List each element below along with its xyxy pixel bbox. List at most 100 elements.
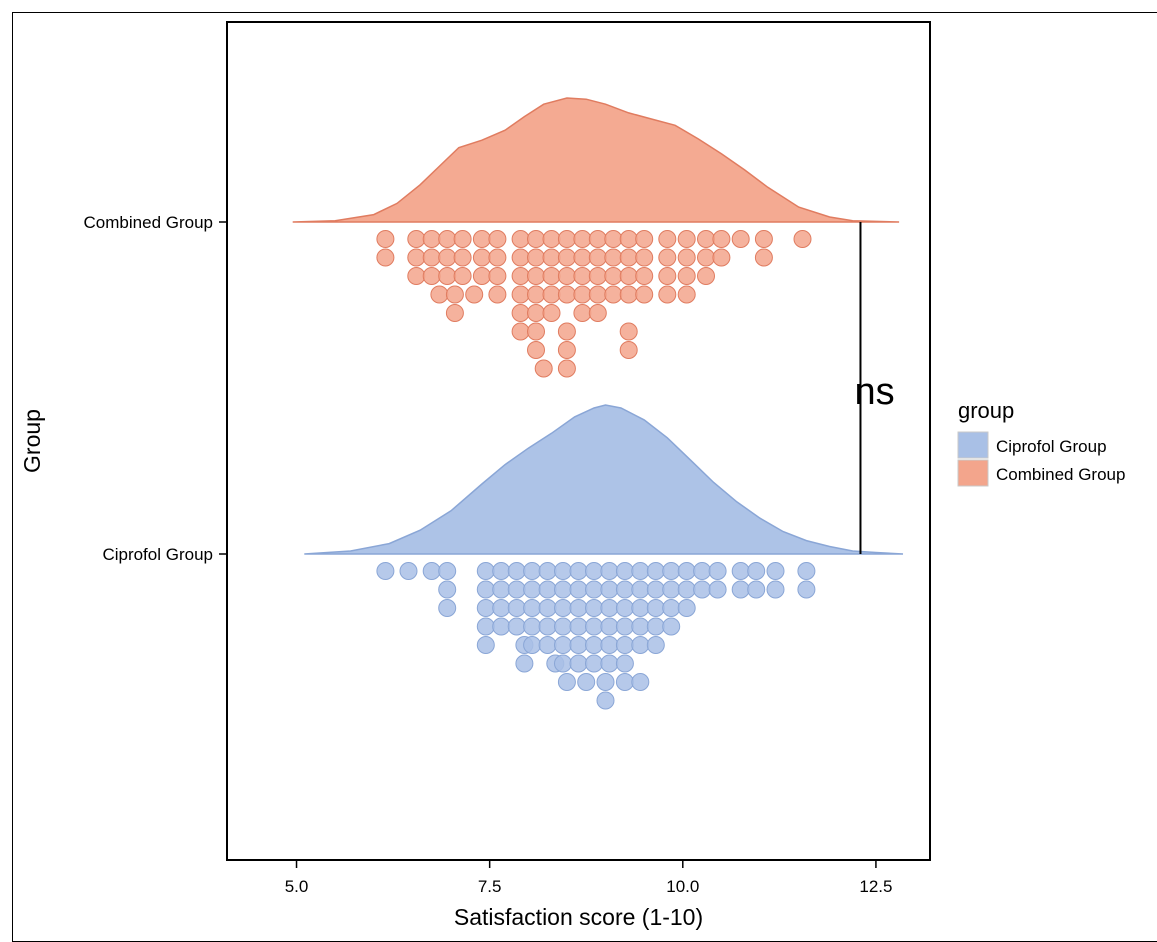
combined-group-dot xyxy=(658,248,677,267)
combined-group-dot xyxy=(453,230,472,248)
y-axis: Combined Group Ciprofol Group xyxy=(84,213,227,564)
combined-group-dot xyxy=(472,267,491,285)
combined-group-dot xyxy=(677,285,696,304)
combined-group-dot xyxy=(635,230,654,248)
ciprofol-group-dot xyxy=(731,562,750,580)
combined-group-dot xyxy=(573,304,592,322)
combined-group-dot xyxy=(697,267,715,285)
ciprofol-group-dot xyxy=(492,599,511,617)
combined-group-dot xyxy=(557,322,576,341)
combined-group-dot xyxy=(438,230,457,248)
ciprofol-group-dot xyxy=(538,636,557,654)
legend-swatch-combined-group xyxy=(957,459,989,487)
legend-title: group xyxy=(958,398,1014,423)
ciprofol-group-dot xyxy=(662,617,681,636)
combined-group-dot xyxy=(407,267,426,285)
combined-group-dot xyxy=(793,230,812,248)
combined-group-dot xyxy=(438,267,457,285)
combined-group-dot xyxy=(445,285,464,304)
combined-group-dot xyxy=(542,248,561,267)
ciprofol-group-dot xyxy=(600,636,619,654)
ciprofol-group-dot xyxy=(523,580,542,599)
ciprofol-group-dot xyxy=(569,580,588,599)
ciprofol-group-dot xyxy=(523,599,542,617)
combined-group-dot xyxy=(658,285,677,304)
ciprofol-group-dot xyxy=(596,691,615,710)
ciprofol-group-dot xyxy=(523,562,542,580)
ciprofol-group-density xyxy=(304,404,904,555)
combined-group-dot xyxy=(573,267,592,285)
ciprofol-group-dot xyxy=(476,599,495,617)
combined-group-dot xyxy=(588,304,607,322)
combined-group-dot xyxy=(573,248,592,267)
ciprofol-group-dot xyxy=(507,599,526,617)
ciprofol-group-dot xyxy=(662,599,681,617)
ciprofol-group-dot xyxy=(615,636,634,654)
combined-group-dot xyxy=(527,304,545,322)
plot-panel xyxy=(226,21,931,861)
combined-group-dot xyxy=(422,248,441,267)
combined-group-dot xyxy=(588,248,607,267)
density-layer xyxy=(292,97,904,555)
combined-group-dot xyxy=(527,267,545,285)
combined-group-dot xyxy=(635,267,654,285)
combined-group-dot xyxy=(376,248,395,267)
ciprofol-group-dot xyxy=(693,580,712,599)
ciprofol-group-dot xyxy=(747,562,766,580)
combined-group-dot xyxy=(697,230,715,248)
combined-group-dot xyxy=(534,359,553,378)
combined-group-dot xyxy=(453,267,472,285)
x-tick-label: 12.5 xyxy=(859,877,892,896)
ciprofol-group-dot xyxy=(677,562,696,580)
ciprofol-group-dot xyxy=(492,617,511,636)
combined-group-dot xyxy=(542,267,561,285)
ciprofol-group-dot xyxy=(677,580,696,599)
ciprofol-group-dot xyxy=(492,562,511,580)
combined-group-dot xyxy=(557,230,576,248)
ciprofol-group-dot xyxy=(585,599,603,617)
x-tick-label: 7.5 xyxy=(478,877,502,896)
ciprofol-group-dot xyxy=(569,599,588,617)
ciprofol-group-dot xyxy=(538,617,557,636)
ciprofol-group-dot xyxy=(600,599,619,617)
ciprofol-group-dot xyxy=(646,599,665,617)
combined-group-dot xyxy=(527,322,545,341)
ciprofol-group-dot xyxy=(600,617,619,636)
ciprofol-group-dot xyxy=(693,562,712,580)
ciprofol-group-dot xyxy=(569,636,588,654)
combined-group-dot xyxy=(542,304,561,322)
ciprofol-group-dot xyxy=(631,673,650,691)
combined-group-dot xyxy=(712,248,731,267)
combined-group-dot xyxy=(445,304,464,322)
combined-group-dot xyxy=(430,285,449,304)
ciprofol-group-dot xyxy=(507,617,526,636)
ciprofol-group-dot xyxy=(708,562,727,580)
ciprofol-group-dot xyxy=(615,580,634,599)
ciprofol-group-dot xyxy=(662,580,681,599)
combined-group-dot xyxy=(588,267,607,285)
ciprofol-group-dot xyxy=(585,617,603,636)
ciprofol-group-dot xyxy=(646,580,665,599)
ciprofol-group-dot xyxy=(577,673,596,691)
ciprofol-group-dot xyxy=(554,636,572,654)
combined-group-dot xyxy=(557,359,576,378)
combined-group-dot xyxy=(488,267,507,285)
ciprofol-group-dot xyxy=(731,580,750,599)
ciprofol-group-dot xyxy=(631,636,650,654)
x-axis: 5.0 7.5 10.0 12.5 xyxy=(285,860,892,896)
combined-group-dot xyxy=(511,267,530,285)
ciprofol-group-dot xyxy=(631,562,650,580)
ciprofol-group-dot xyxy=(797,562,816,580)
ciprofol-group-dot xyxy=(507,580,526,599)
ciprofol-group-dot xyxy=(554,654,572,673)
legend: group Ciprofol Group Combined Group xyxy=(957,398,1125,487)
x-tick-label: 10.0 xyxy=(666,877,699,896)
ciprofol-group-dot xyxy=(569,617,588,636)
ciprofol-group-dot xyxy=(557,673,576,691)
significance-annotation: ns xyxy=(854,222,895,554)
combined-group-dot xyxy=(677,267,696,285)
ciprofol-group-dot xyxy=(747,580,766,599)
combined-group-dot xyxy=(527,341,545,359)
ciprofol-group-dot xyxy=(492,580,511,599)
combined-group-dot xyxy=(511,304,530,322)
